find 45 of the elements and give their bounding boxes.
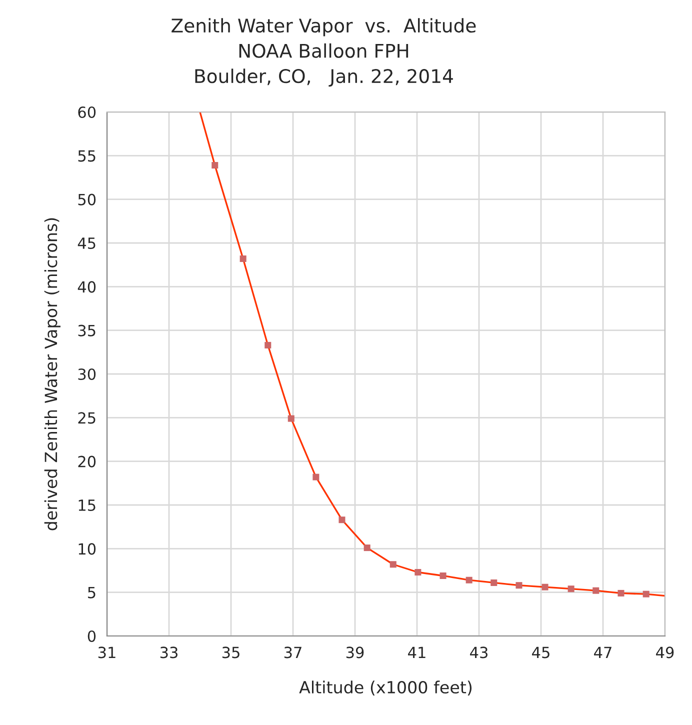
point [592,587,600,594]
x-tick-label: 35 [222,646,240,658]
point [390,561,396,568]
y-tick-label: 25 [78,412,96,424]
y-tick-label: 10 [78,543,96,555]
y-tick-label: 0 [88,630,96,642]
chart-title: Zenith Water Vapor vs. Altitude NOAA Balloon FPH Boulder, CO, Jan. 22, 2014 [172,18,476,87]
y-tick-label: 35 [78,324,96,336]
x-axis-title: Altitude (x1000 feet) [299,680,472,696]
x-tick-label: 49 [656,646,674,658]
point [642,590,650,598]
point [466,576,472,584]
line-series [199,112,665,597]
point [338,516,346,524]
y-tick-label: 60 [78,106,96,118]
x-tick-label: 37 [284,646,302,658]
point [568,586,574,592]
point [212,162,218,169]
y-tick-label: 55 [78,150,96,162]
x-tick-label: 47 [594,646,612,658]
y-tick-label: 20 [78,456,96,468]
point [440,572,446,579]
x-tick-label: 43 [470,646,488,658]
point [264,342,272,348]
point [414,568,422,576]
y-tick-label: 45 [78,238,96,250]
x-tick-label: 31 [98,646,116,658]
point [240,255,246,262]
point [516,582,522,589]
y-tick-label: 40 [78,281,96,293]
point [542,584,548,590]
x-tick-label: 39 [346,646,364,658]
point [364,544,370,552]
y-tick-label: 15 [78,500,96,512]
x-tick-label: 33 [160,646,178,658]
point [490,579,498,586]
point [288,415,294,422]
y-axis-title: derived Zenith Water Vapor (microns) [44,218,60,530]
x-tick-label: 45 [532,646,550,658]
point [618,590,624,596]
point [312,474,320,480]
x-tick-label: 41 [408,646,426,658]
y-tick-label: 30 [78,368,96,380]
y-tick-label: 50 [78,194,96,206]
y-tick-label: 5 [88,587,96,598]
